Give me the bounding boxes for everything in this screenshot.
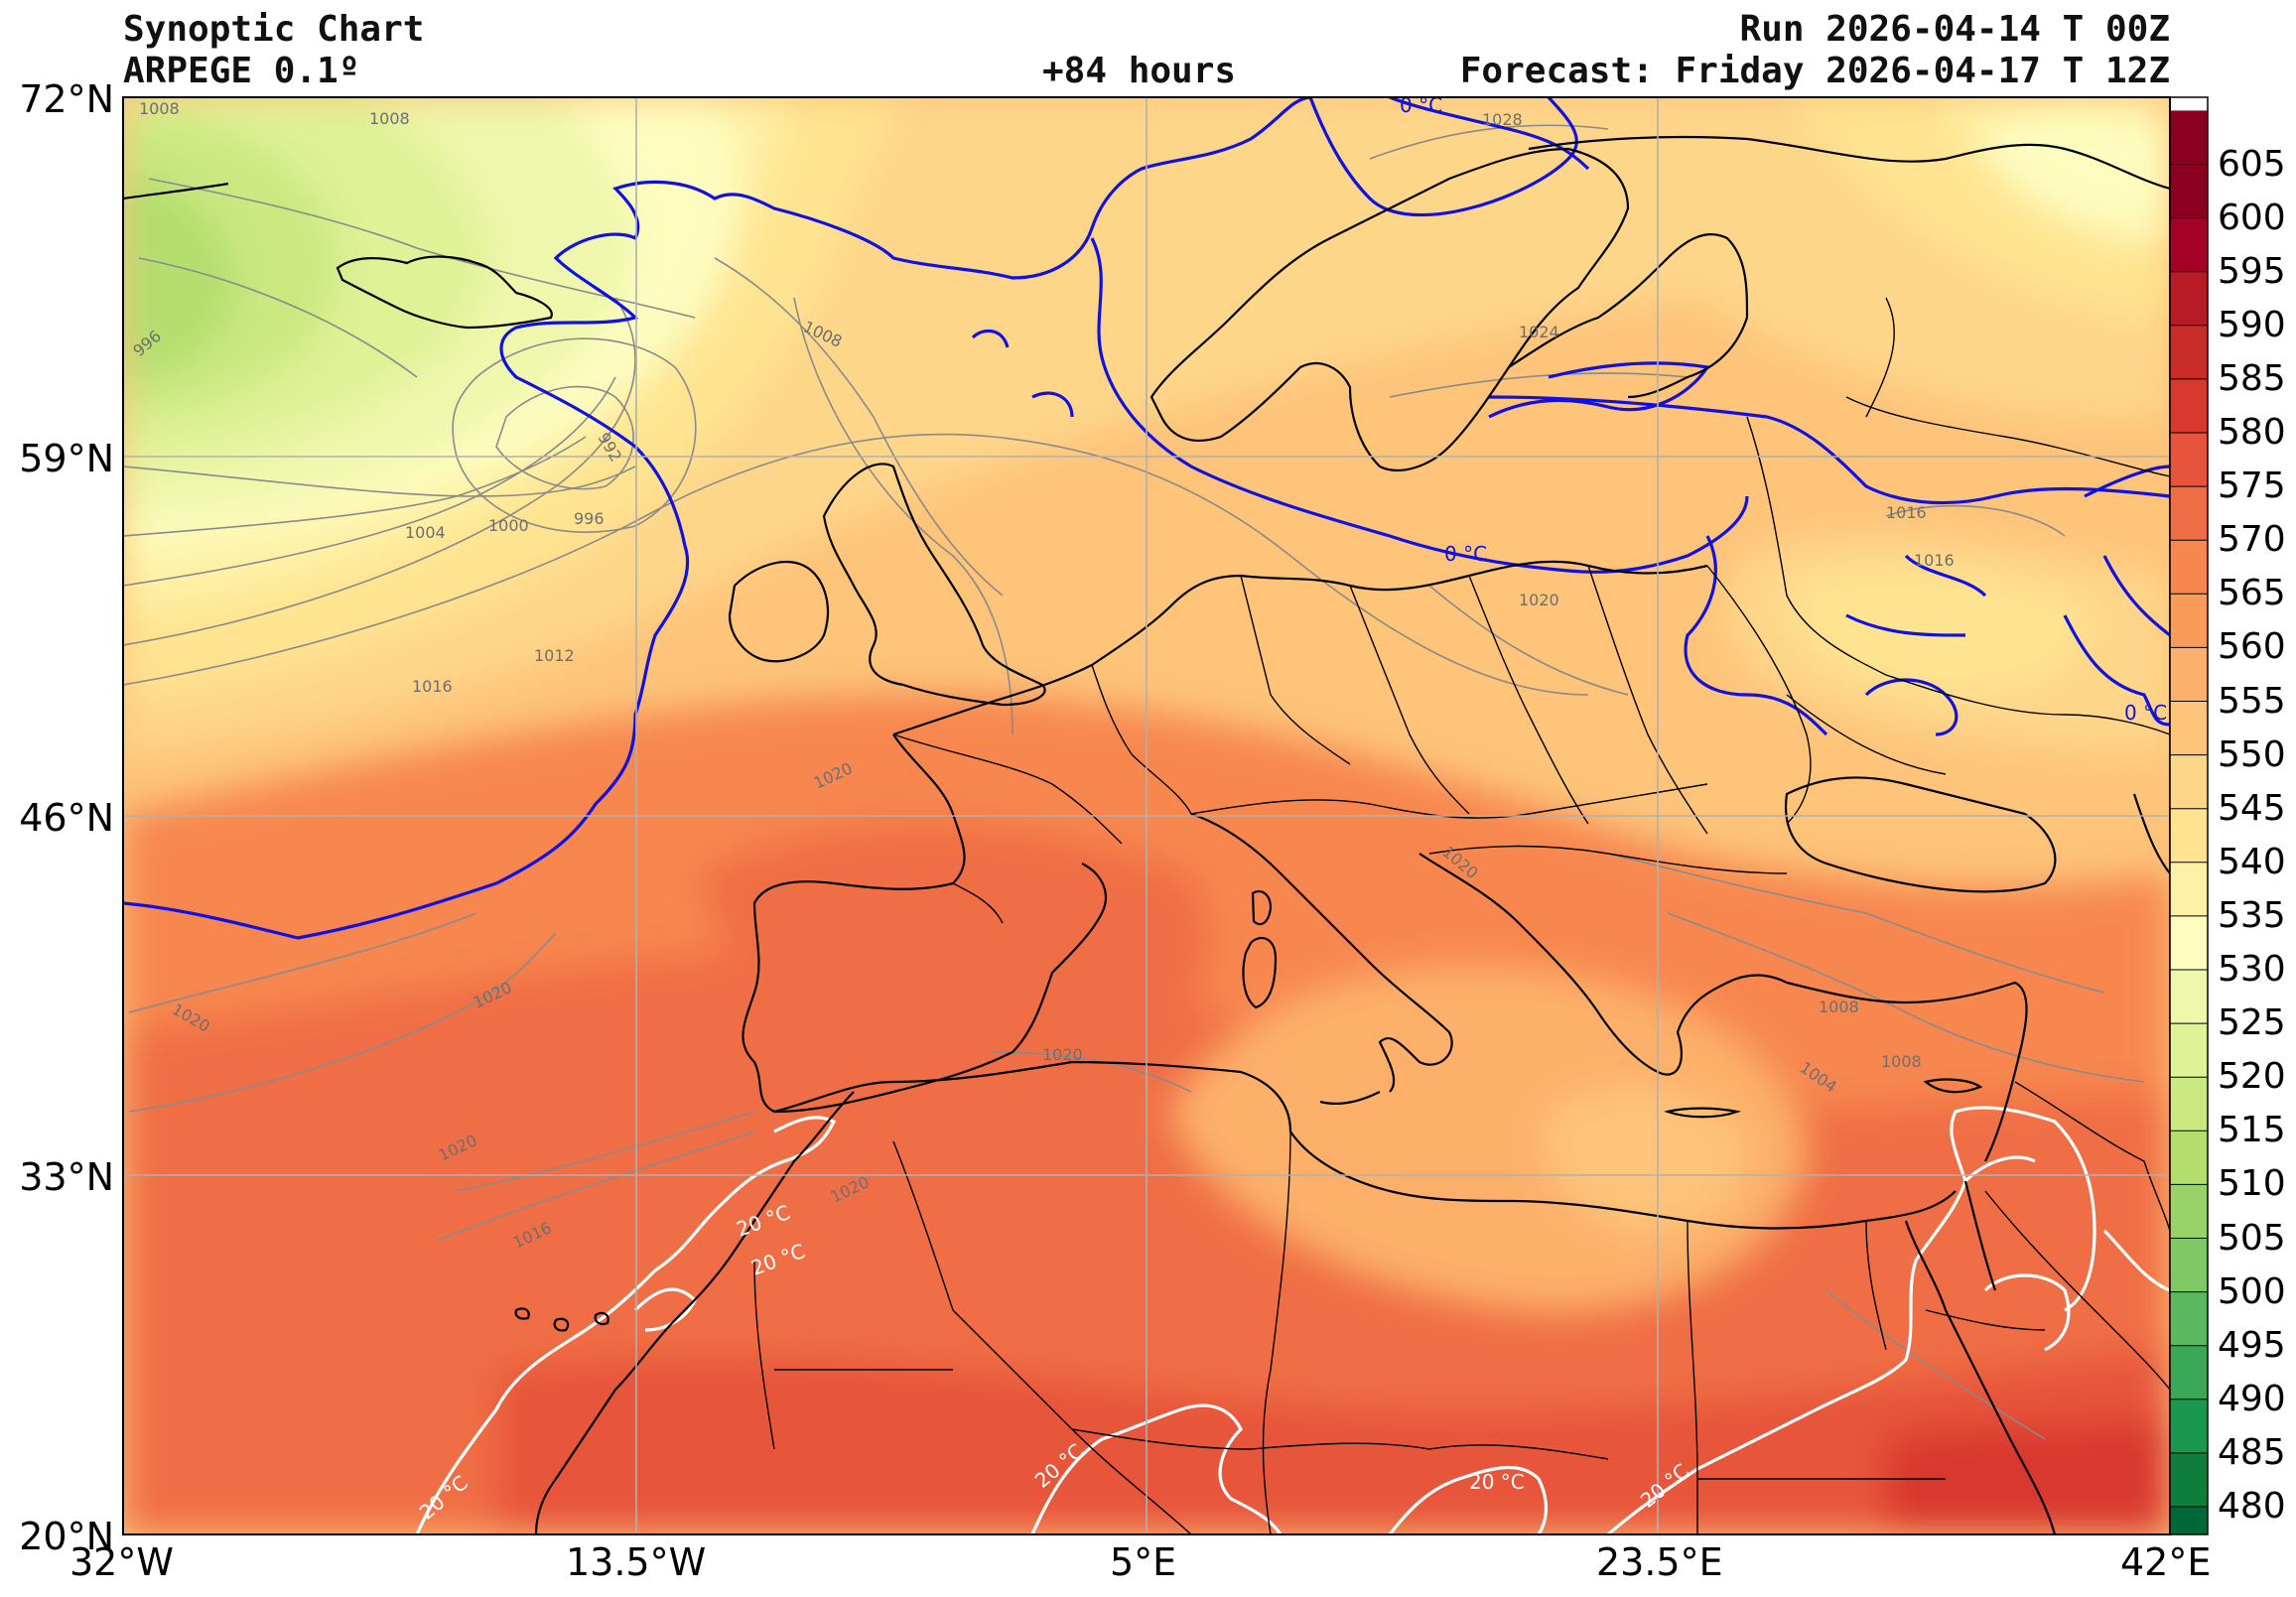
run-time: Run 2026-04-14 T 00Z [1739,9,2170,50]
isobar-label: 1004 [405,523,446,542]
colorbar-label: 530 [2218,949,2286,990]
colorbar-segment [2170,808,2208,863]
colorbar-label: 605 [2218,143,2286,185]
colorbar-segment [2170,701,2208,755]
colorbar-label: 590 [2218,304,2286,345]
colorbar-segment [2170,217,2208,272]
colorbar-segment [2170,1023,2208,1078]
geopotential-field: 1008 1008 996 992 1000 996 1004 1012 101… [123,93,2170,1534]
lon-label: 42°E [2120,1540,2212,1584]
colorbar-label: 595 [2218,250,2286,292]
colorbar-segment [2170,325,2208,379]
isobar-label: 1008 [139,99,180,118]
colorbar-label: 510 [2218,1163,2286,1205]
forecast-time: Forecast: Friday 2026-04-17 T 12Z [1459,51,2170,91]
colorbar-segment [2170,1452,2208,1507]
colorbar-label: 525 [2218,1002,2286,1044]
isobar-label: 1028 [1482,110,1523,129]
graticule [123,97,2170,1534]
colorbar-segment [2170,540,2208,595]
colorbar-label: 600 [2218,197,2286,238]
borders [753,297,2170,1534]
colorbar-segment [2170,110,2208,165]
colorbar-segment [2170,1077,2208,1131]
colorbar-segment [2170,1238,2208,1292]
isotherm-label: 20 °C [1469,1470,1525,1494]
colorbar-segment [2170,433,2208,487]
colorbar-label: 585 [2218,357,2286,399]
colorbar-label: 570 [2218,519,2286,561]
colorbar-label: 545 [2218,787,2286,829]
isobar-label: 1008 [1819,998,1859,1016]
lat-label: 72°N [19,77,114,121]
lon-label: 23.5°E [1596,1540,1723,1584]
colorbar-label: 485 [2218,1431,2286,1473]
isobar-label: 1008 [1881,1052,1922,1071]
colorbar-label: 480 [2218,1486,2286,1527]
isotherm-zero [123,97,2170,940]
colorbar-label: 565 [2218,573,2286,614]
lat-label: 33°N [19,1155,114,1199]
isotherm-label: 0 °C [1444,542,1487,566]
colorbar [2170,110,2208,1534]
isobar-label: 996 [574,509,605,528]
isobar-label: 1012 [534,646,575,665]
colorbar-segment [2170,1398,2208,1453]
isotherm-label: 0 °C [2124,701,2167,725]
colorbar-label: 550 [2218,733,2286,775]
colorbar-label: 535 [2218,894,2286,936]
colorbar-segment [2170,1291,2208,1346]
isotherm-twenty [415,1106,2170,1534]
colorbar-label: 560 [2218,626,2286,668]
lat-label: 59°N [19,437,114,480]
lead-time: +84 hours [1042,51,1237,91]
isobar-label: 1020 [1042,1045,1083,1064]
colorbar-segment [2170,754,2208,809]
colorbar-segment [2170,1131,2208,1185]
isobar-label: 1020 [1519,591,1559,609]
colorbar-segment [2170,1184,2208,1239]
lon-label: 5°E [1110,1540,1177,1584]
colorbar-label: 500 [2218,1270,2286,1312]
colorbar-segment [2170,970,2208,1024]
isobar-label: 1000 [488,516,529,535]
colorbar-segment [2170,594,2208,648]
colorbar-label: 575 [2218,466,2286,507]
isobars [123,124,2145,1440]
colorbar-label: 490 [2218,1378,2286,1419]
lon-label: 32°W [69,1540,174,1584]
colorbar-segment [2170,1345,2208,1399]
chart-title: Synoptic Chart [123,9,425,50]
colorbar-label: 555 [2218,680,2286,722]
lat-label: 46°N [19,796,114,840]
colorbar-label: 495 [2218,1324,2286,1366]
colorbar-segment [2170,164,2208,218]
isobar-label: 1016 [1886,503,1927,522]
coastlines [123,135,2170,1534]
isobar-label: 1016 [412,677,453,696]
colorbar-label: 515 [2218,1110,2286,1151]
colorbar-segment [2170,271,2208,326]
colorbar-label: 520 [2218,1056,2286,1098]
colorbar-segment [2170,647,2208,702]
isotherm-zero-labels: 0 °C 0 °C 0 °C [1400,93,2167,725]
colorbar-segment [2170,1507,2208,1534]
isobar-label: 1016 [1914,551,1955,570]
colorbar-segment [2170,378,2208,433]
model-name: ARPEGE 0.1º [123,51,360,91]
colorbar-label: 505 [2218,1217,2286,1259]
colorbar-segment [2170,915,2208,970]
colorbar-label: 540 [2218,841,2286,882]
isotherm-label: 0 °C [1400,93,1442,117]
lon-label: 13.5°W [566,1540,707,1584]
colorbar-frame [2169,96,2209,1535]
isobar-label: 1008 [369,109,410,128]
colorbar-segment [2170,486,2208,541]
colorbar-label: 580 [2218,412,2286,453]
colorbar-segment [2170,862,2208,916]
lat-label: 20°N [19,1515,114,1558]
isobar-label: 1024 [1519,323,1559,341]
